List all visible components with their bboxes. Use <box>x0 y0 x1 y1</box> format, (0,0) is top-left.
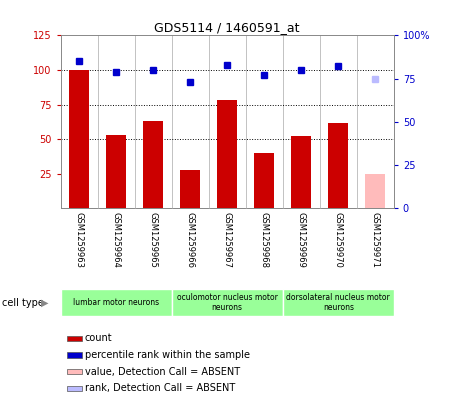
Text: cell type: cell type <box>2 298 44 308</box>
Bar <box>283 289 394 316</box>
Text: GSM1259965: GSM1259965 <box>149 212 158 268</box>
Bar <box>69 70 90 208</box>
Bar <box>68 369 82 374</box>
Text: GSM1259963: GSM1259963 <box>75 212 84 268</box>
Bar <box>180 169 200 208</box>
Bar <box>217 100 238 208</box>
Bar <box>365 174 385 208</box>
Text: GSM1259964: GSM1259964 <box>112 212 121 268</box>
Bar <box>291 136 311 208</box>
Text: percentile rank within the sample: percentile rank within the sample <box>85 350 250 360</box>
Bar <box>61 289 172 316</box>
Text: dorsolateral nucleus motor
neurons: dorsolateral nucleus motor neurons <box>286 293 390 312</box>
Text: oculomotor nucleus motor
neurons: oculomotor nucleus motor neurons <box>177 293 278 312</box>
Text: GSM1259969: GSM1259969 <box>297 212 306 268</box>
Bar <box>254 153 274 208</box>
Bar <box>68 352 82 358</box>
Text: value, Detection Call = ABSENT: value, Detection Call = ABSENT <box>85 367 240 376</box>
Bar <box>68 386 82 391</box>
Bar <box>106 135 126 208</box>
Text: ▶: ▶ <box>41 298 49 308</box>
Text: lumbar motor neurons: lumbar motor neurons <box>73 298 159 307</box>
Text: GSM1259970: GSM1259970 <box>334 212 343 268</box>
Title: GDS5114 / 1460591_at: GDS5114 / 1460591_at <box>154 21 300 34</box>
Bar <box>172 289 283 316</box>
Text: GSM1259966: GSM1259966 <box>186 212 195 268</box>
Bar <box>328 123 348 208</box>
Bar <box>68 336 82 341</box>
Text: count: count <box>85 333 112 343</box>
Text: GSM1259971: GSM1259971 <box>371 212 380 268</box>
Text: rank, Detection Call = ABSENT: rank, Detection Call = ABSENT <box>85 383 235 393</box>
Bar <box>143 121 163 208</box>
Text: GSM1259967: GSM1259967 <box>223 212 232 268</box>
Text: GSM1259968: GSM1259968 <box>260 212 269 268</box>
